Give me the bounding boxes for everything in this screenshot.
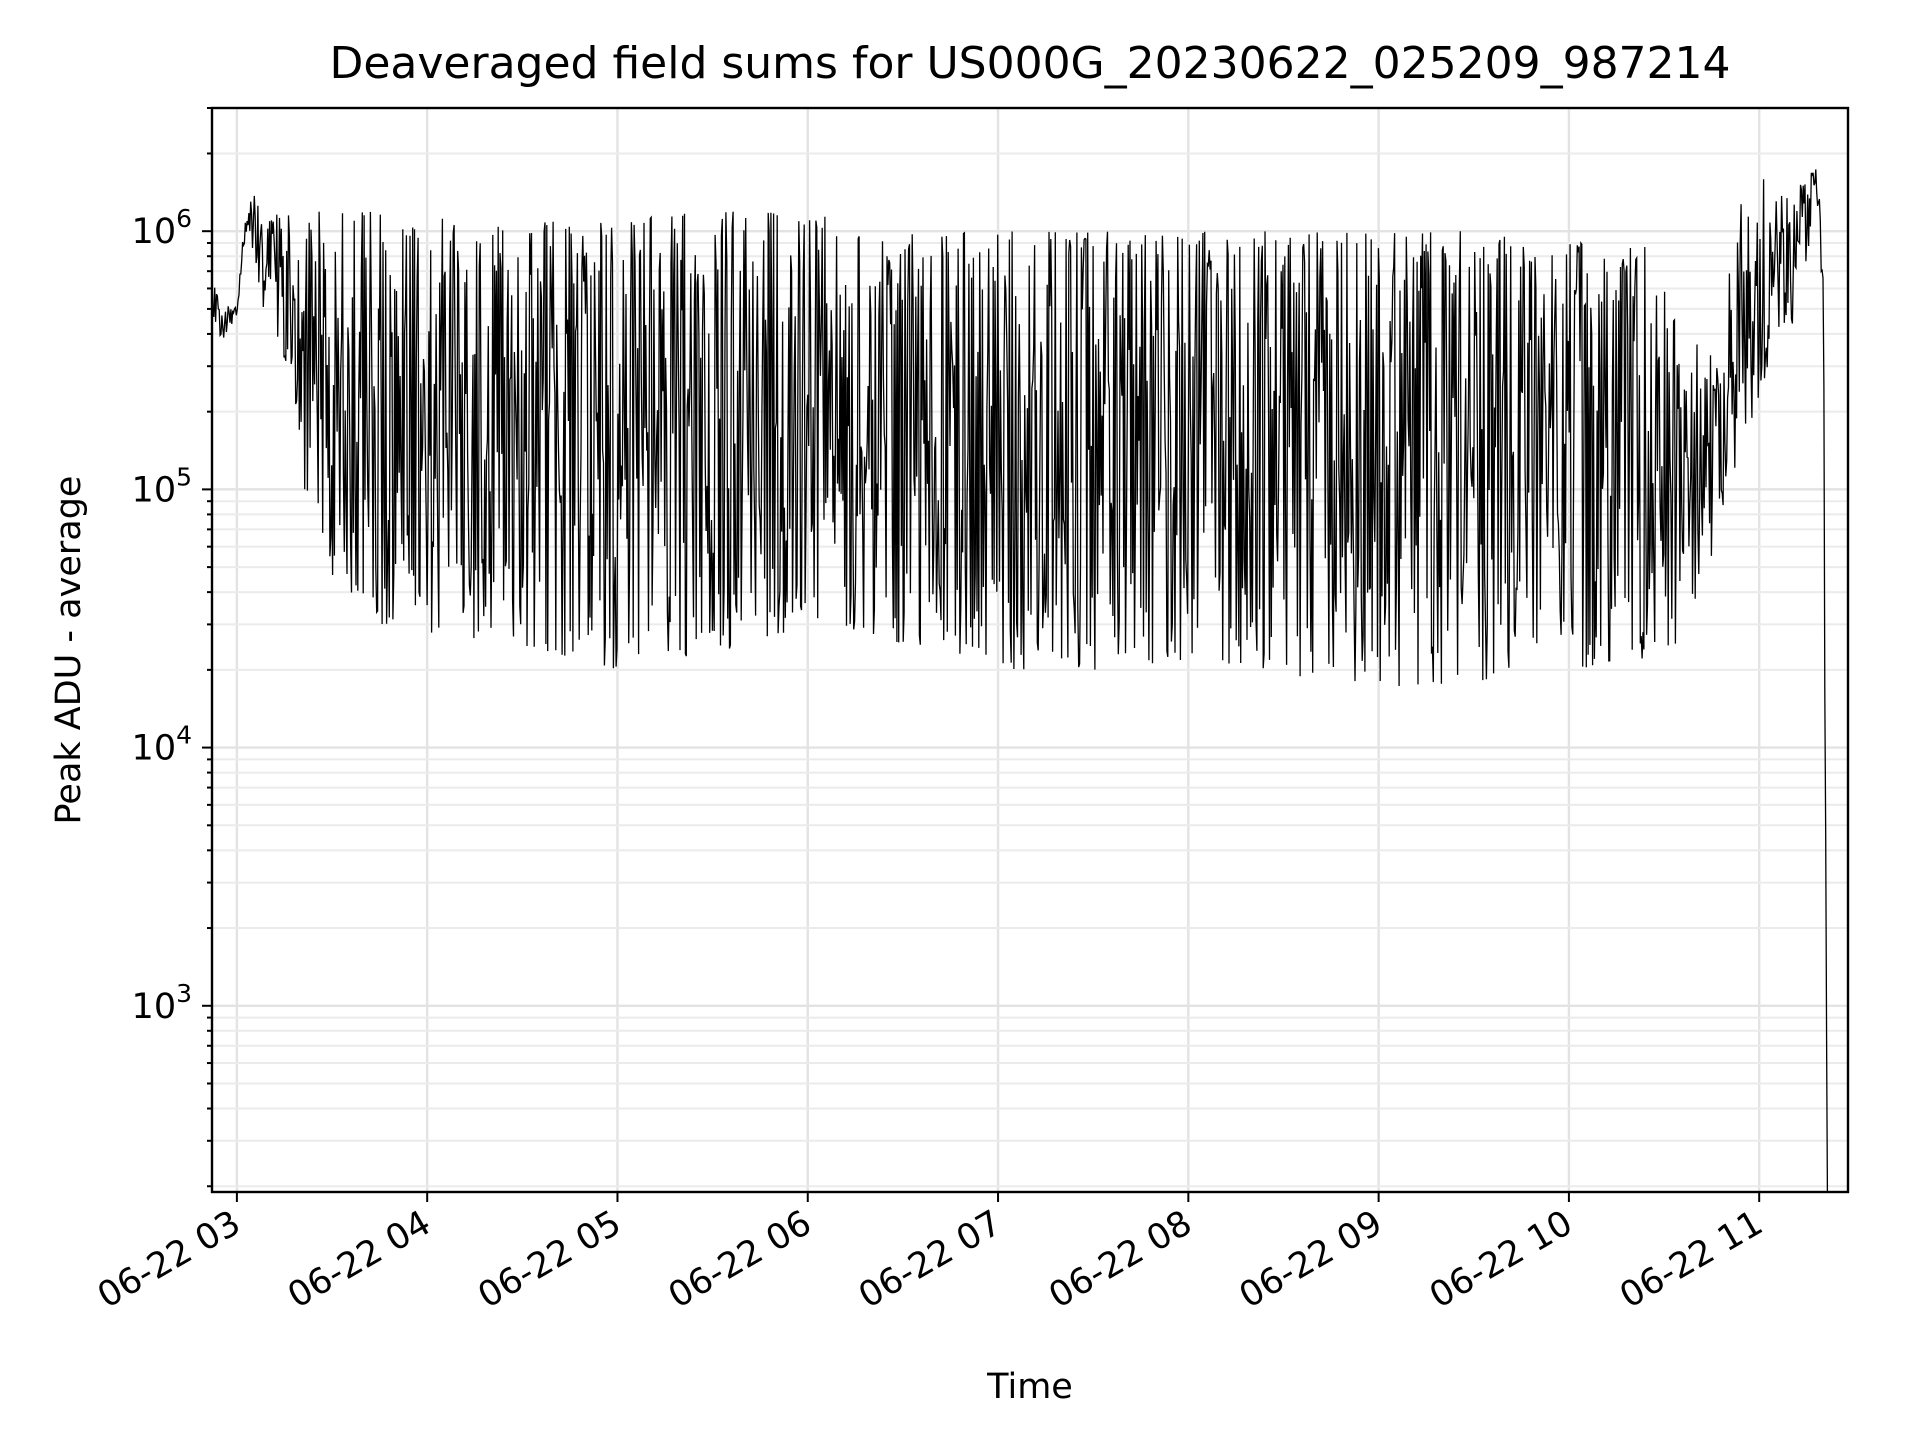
plot-frame (210, 106, 1850, 1194)
chart-title: Deaveraged field sums for US000G_2023062… (329, 38, 1730, 89)
y-tick-label: 103 (132, 979, 192, 1027)
y-axis-label: Peak ADU - average (49, 476, 89, 825)
x-axis-label: Time (986, 1367, 1073, 1407)
series-line (211, 169, 1829, 1193)
series-layer (211, 169, 1829, 1193)
y-tick-label: 105 (132, 462, 192, 510)
y-tick-label: 104 (132, 721, 192, 769)
y-tick-label: 106 (132, 204, 192, 252)
